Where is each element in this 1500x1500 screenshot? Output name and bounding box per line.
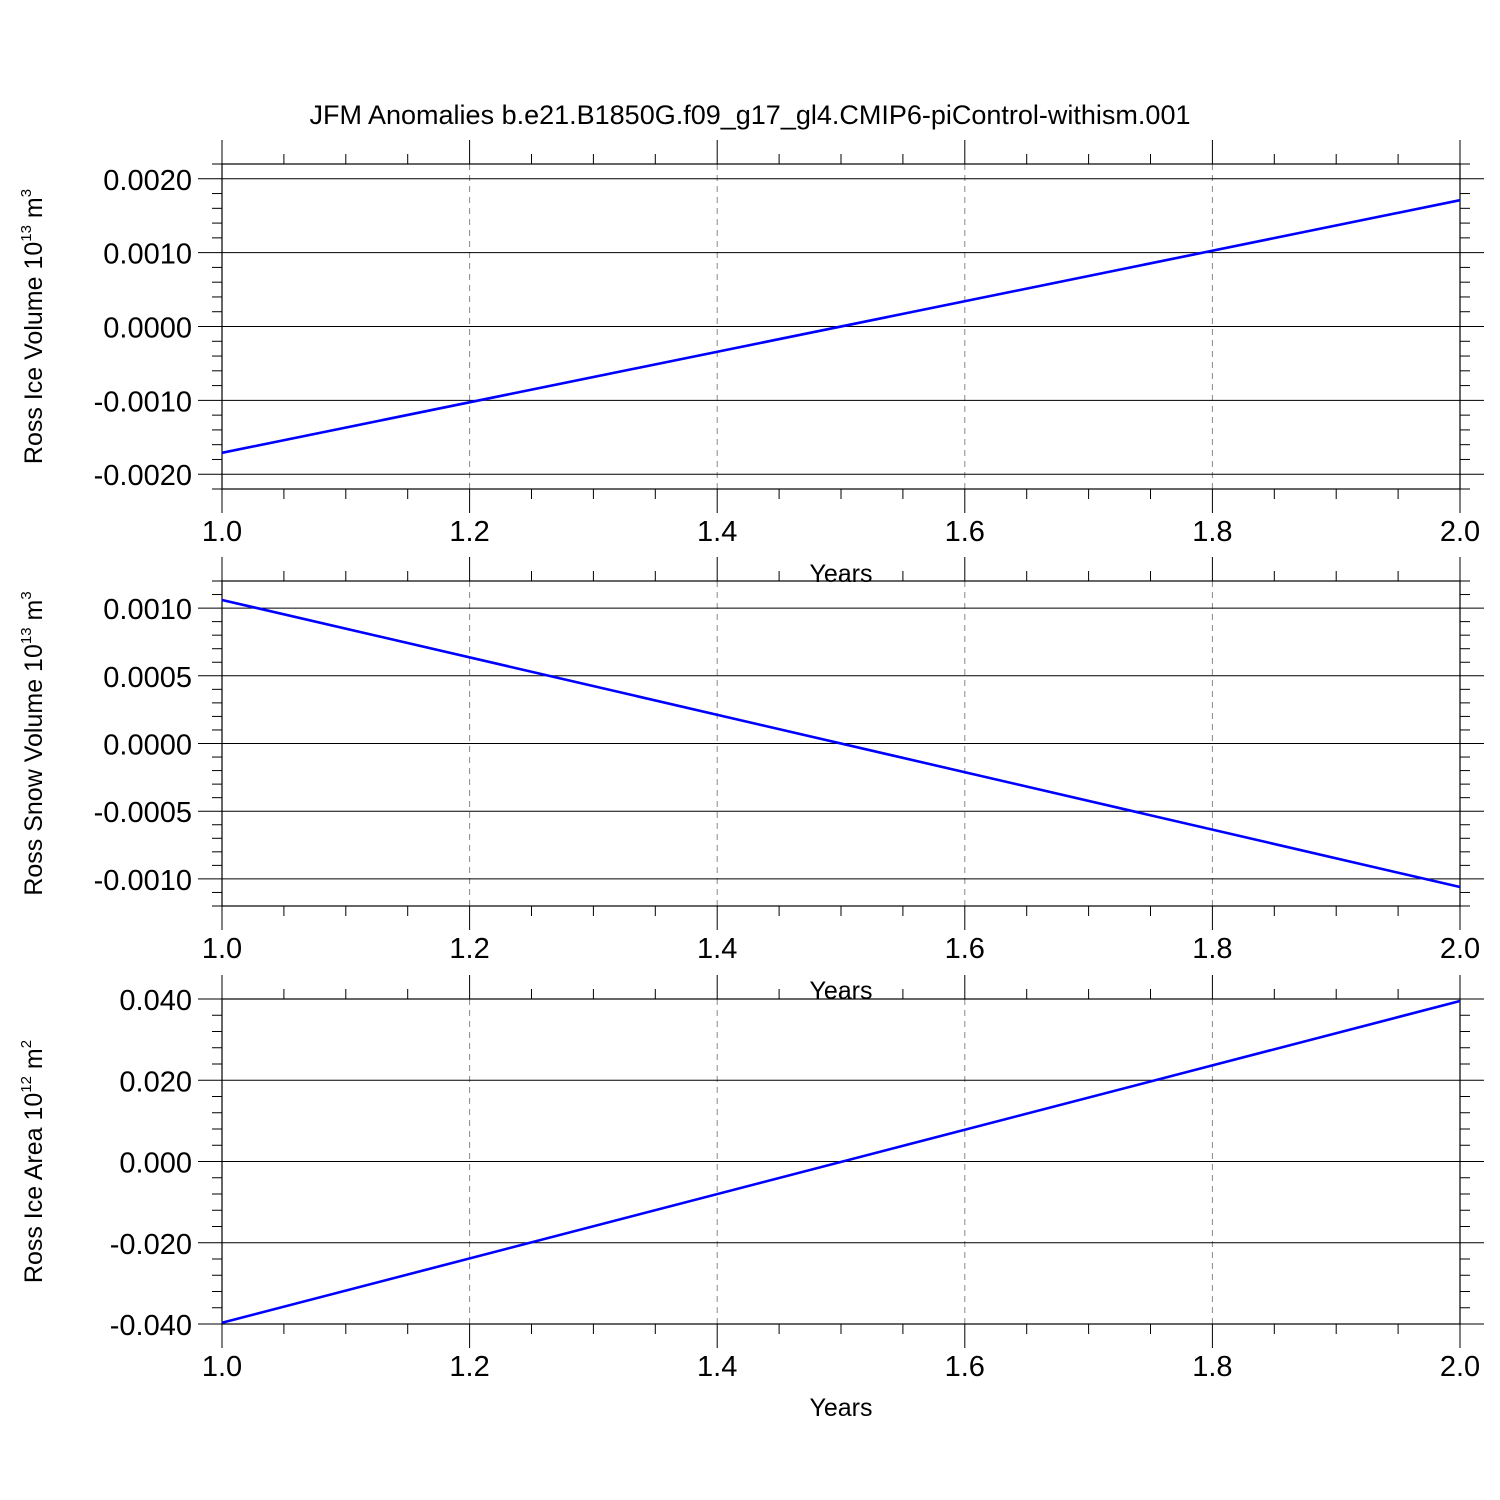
y-tick-label: -0.040 bbox=[110, 1310, 192, 1342]
x-tick-label: 2.0 bbox=[1440, 933, 1480, 965]
y-tick-label: -0.0010 bbox=[94, 865, 192, 897]
chart-panel-3: -0.040 -0.020 0.000 0.020 0.040 1.0 1.2 1.4 1.6 1… bbox=[18, 975, 1484, 1422]
y-tick-label: 0.0010 bbox=[103, 594, 192, 626]
chart-panel-2: -0.0010 -0.0005 0.0000 0.0005 0.0010 1.0 1.2 1.… bbox=[18, 557, 1484, 1005]
series-line bbox=[221, 999, 1461, 1325]
x-tick-label: 1.4 bbox=[697, 933, 737, 965]
y-tick-label: -0.020 bbox=[110, 1229, 192, 1261]
y-tick-label: -0.0005 bbox=[94, 797, 192, 829]
y-tick-label: -0.0020 bbox=[94, 460, 192, 492]
y-tick-label: 0.0000 bbox=[103, 313, 192, 345]
x-tick-label: 1.0 bbox=[202, 516, 242, 548]
x-tick-label: 2.0 bbox=[1440, 1351, 1480, 1383]
chart-panel-1: -0.0020 -0.0010 0.0000 0.0010 0.0020 1.0 1.2 1.… bbox=[18, 140, 1484, 588]
y-tick-label: 0.040 bbox=[119, 985, 192, 1017]
y-axis-label: Ross Ice Area 1012 m2 bbox=[18, 1040, 48, 1283]
y-axis-label: Ross Ice Volume 1013 m3 bbox=[18, 189, 48, 464]
y-tick-label: -0.0010 bbox=[94, 386, 192, 418]
x-tick-label: 1.4 bbox=[697, 1351, 737, 1383]
y-tick-label: 0.0020 bbox=[103, 165, 192, 197]
x-tick-label: 1.6 bbox=[945, 516, 985, 548]
x-tick-label: 1.0 bbox=[202, 1351, 242, 1383]
figure-title: JFM Anomalies b.e21.B1850G.f09_g17_gl4.C… bbox=[309, 100, 1191, 130]
x-tick-label: 1.2 bbox=[449, 933, 489, 965]
x-tick-label: 1.2 bbox=[449, 516, 489, 548]
y-tick-label: 0.0000 bbox=[103, 730, 192, 762]
y-tick-label: 0.0010 bbox=[103, 239, 192, 271]
x-tick-label: 1.2 bbox=[449, 1351, 489, 1383]
y-tick-label: 0.0005 bbox=[103, 662, 192, 694]
x-axis-label: Years bbox=[809, 1394, 872, 1422]
y-axis-label: Ross Snow Volume 1013 m3 bbox=[18, 591, 48, 895]
x-tick-label: 1.6 bbox=[945, 933, 985, 965]
series-line bbox=[221, 198, 1461, 455]
x-tick-label: 1.4 bbox=[697, 516, 737, 548]
x-tick-label: 1.6 bbox=[945, 1351, 985, 1383]
y-tick-label: 0.020 bbox=[119, 1066, 192, 1098]
x-tick-label: 1.8 bbox=[1192, 1351, 1232, 1383]
y-tick-label: 0.000 bbox=[119, 1148, 192, 1180]
x-tick-label: 1.8 bbox=[1192, 516, 1232, 548]
x-tick-label: 2.0 bbox=[1440, 516, 1480, 548]
x-tick-label: 1.0 bbox=[202, 933, 242, 965]
x-tick-label: 1.8 bbox=[1192, 933, 1232, 965]
series-line bbox=[221, 598, 1461, 889]
